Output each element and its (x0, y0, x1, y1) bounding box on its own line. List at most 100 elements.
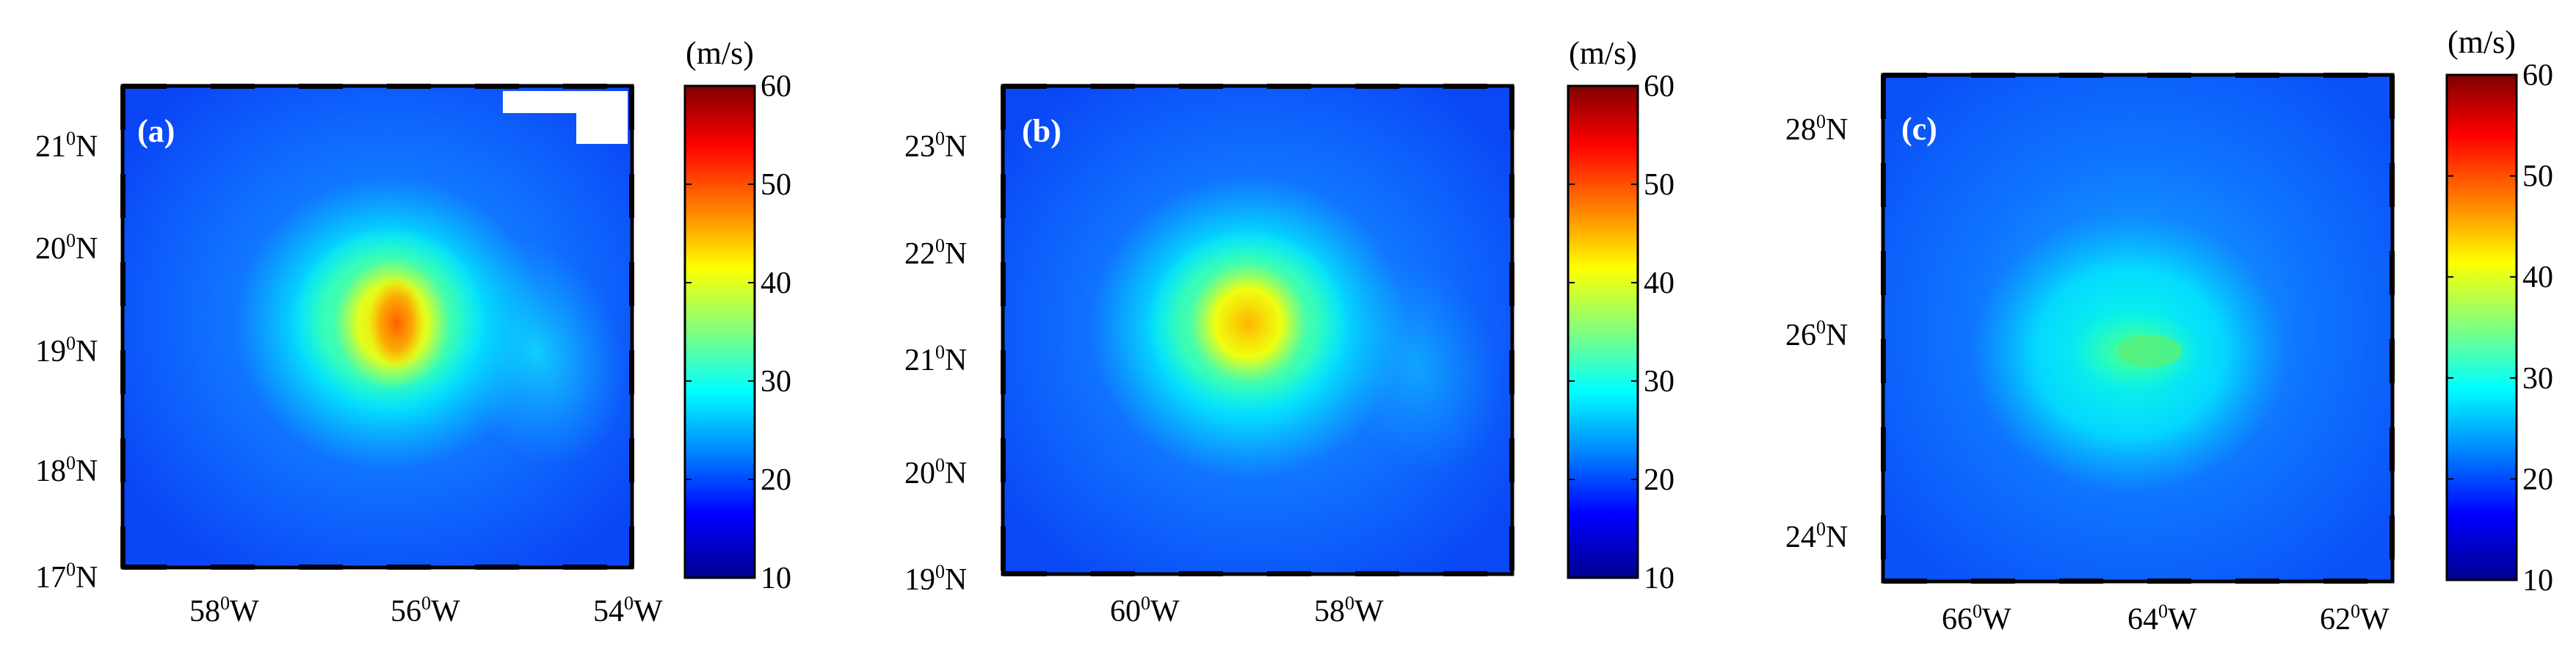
svg-text:580W: 580W (189, 592, 259, 628)
colorbar-gradient (2445, 73, 2518, 581)
lat-label: 170N (35, 559, 98, 595)
svg-text:200N: 200N (35, 230, 98, 266)
colorbar-unit-label: (m/s) (1569, 35, 1637, 71)
svg-text:540W: 540W (593, 592, 663, 628)
frame-tick (1509, 174, 1514, 218)
frame-tick (1355, 84, 1399, 89)
svg-text:170N: 170N (35, 559, 98, 595)
panel-b-lat-labels: 230N 220N 210N 200N 190N (904, 128, 967, 597)
lat-label: 240N (1785, 518, 1848, 554)
colorbar-gradient (1567, 84, 1639, 579)
svg-text:180N: 180N (35, 452, 98, 488)
frame-tick (1971, 579, 2015, 584)
svg-text:210N: 210N (904, 341, 967, 377)
svg-text:580W: 580W (1314, 592, 1384, 628)
frame-tick (299, 565, 343, 570)
frame-tick (629, 86, 634, 130)
frame-tick (120, 262, 126, 306)
frame-tick (1509, 262, 1514, 306)
frame-tick (1881, 163, 1886, 207)
panel-b-label: (b) (1022, 113, 1062, 149)
colorbar-tick-label: 40 (1644, 267, 1675, 300)
frame-tick (1001, 174, 1006, 218)
frame-tick (2323, 579, 2368, 584)
panel-c-lon-labels: 660W 640W 620W (1942, 601, 2390, 637)
frame-tick (1509, 86, 1514, 130)
colorbar-c: (m/s) 10 20 30 40 50 60 (2445, 24, 2553, 598)
frame-tick (475, 84, 519, 89)
panel-b-heatmap (1003, 86, 1512, 574)
svg-text:230N: 230N (904, 128, 967, 164)
frame-tick (2059, 579, 2103, 584)
colorbar-tick-label: 10 (1644, 562, 1675, 595)
lon-label: 540W (593, 592, 663, 628)
frame-tick (120, 174, 126, 218)
frame-tick (1509, 526, 1514, 570)
frame-tick (2390, 427, 2395, 471)
lat-label: 200N (35, 230, 98, 266)
colorbar-b: (m/s) 10 20 30 40 50 60 (1567, 35, 1675, 595)
frame-tick (1003, 571, 1047, 576)
colorbar-unit-label: (m/s) (2448, 24, 2516, 60)
frame-tick (2390, 251, 2395, 295)
frame-tick (1971, 73, 2015, 78)
colorbar-tick-label: 60 (761, 70, 791, 104)
frame-tick (2235, 579, 2279, 584)
lat-label: 280N (1785, 111, 1848, 147)
frame-tick (629, 438, 634, 482)
panel-b: (b) 230N 220N 210N 200N 190N 600W 580W (904, 84, 1514, 628)
frame-tick (1003, 84, 1047, 89)
lat-label: 230N (904, 128, 967, 164)
lon-label: 580W (1314, 592, 1384, 628)
frame-tick (120, 526, 126, 568)
colorbar-tick-label: 40 (761, 267, 791, 300)
frame-tick (1179, 571, 1223, 576)
lat-label: 180N (35, 452, 98, 488)
frame-tick (1881, 339, 1886, 383)
frame-tick (1355, 571, 1399, 576)
frame-tick (563, 84, 607, 89)
panel-a-label: (a) (137, 113, 175, 149)
frame-tick (1881, 251, 1886, 295)
frame-tick (629, 526, 634, 568)
frame-tick (2147, 73, 2191, 78)
colorbar-tick-label: 40 (2522, 261, 2553, 294)
lat-label: 260N (1785, 316, 1848, 352)
svg-text:260N: 260N (1785, 316, 1848, 352)
frame-tick (2323, 73, 2368, 78)
svg-text:240N: 240N (1785, 518, 1848, 554)
panel-a-frame-ticks (120, 84, 634, 570)
frame-tick (2059, 73, 2103, 78)
frame-tick (1267, 571, 1311, 576)
lat-label: 190N (35, 333, 98, 369)
frame-tick (1267, 84, 1311, 89)
frame-tick (120, 86, 126, 130)
lon-label: 640W (2127, 601, 2197, 637)
frame-tick (1001, 86, 1006, 130)
svg-text:620W: 620W (2320, 601, 2390, 637)
frame-tick (629, 174, 634, 218)
panel-a-lat-labels: 210N 200N 190N 180N 170N (35, 128, 98, 595)
lon-label: 660W (1942, 601, 2011, 637)
panel-c: (c) 280N 260N 240N 660W 640W 620W (1785, 73, 2395, 637)
svg-text:220N: 220N (904, 235, 967, 271)
frame-tick (387, 84, 431, 89)
frame-tick (629, 262, 634, 306)
panel-b-frame (1001, 84, 1514, 576)
svg-text:660W: 660W (1942, 601, 2011, 637)
lon-label: 600W (1110, 592, 1180, 628)
svg-text:280N: 280N (1785, 111, 1848, 147)
frame-tick (1001, 438, 1006, 482)
lat-label: 210N (904, 341, 967, 377)
panel-b-lon-labels: 600W 580W (1110, 592, 1384, 628)
frame-tick (387, 565, 431, 570)
colorbar-tick-label: 10 (2522, 564, 2553, 598)
lon-label: 620W (2320, 601, 2390, 637)
colorbar-tick-label: 30 (1644, 365, 1675, 399)
lat-label: 190N (904, 561, 967, 597)
panel-a-frame (120, 84, 634, 570)
colorbar-tick-label: 50 (2522, 160, 2553, 194)
panel-c-frame (1881, 73, 2395, 584)
frame-tick (1443, 571, 1487, 576)
frame-tick (1883, 73, 1927, 78)
